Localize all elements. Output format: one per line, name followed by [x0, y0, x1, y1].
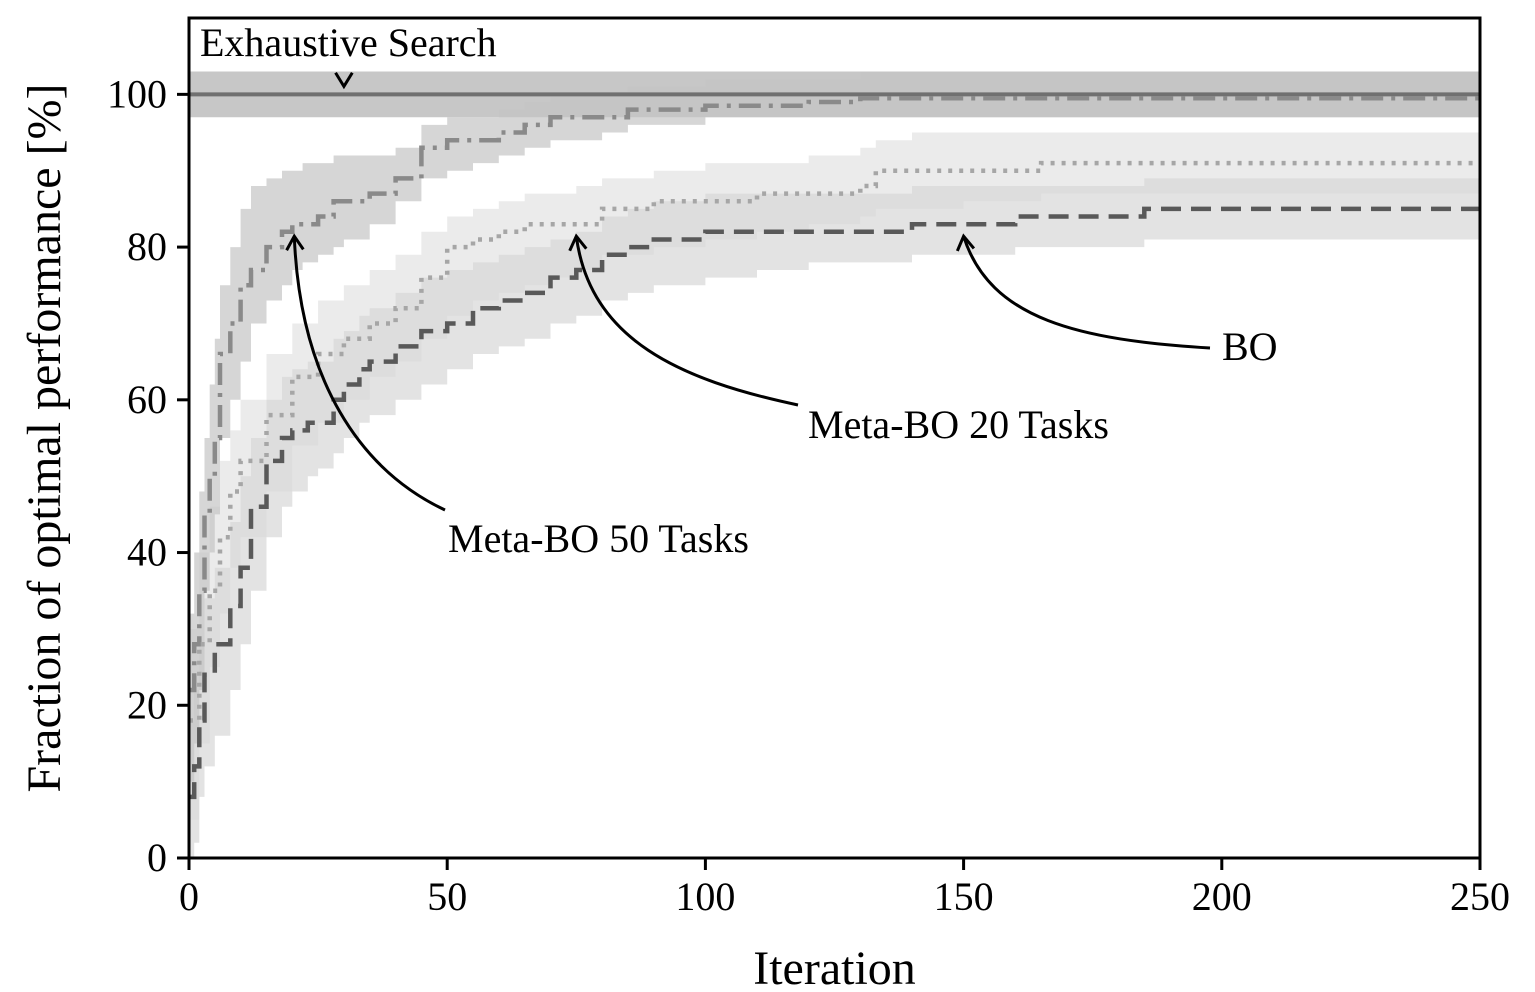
series-lines — [189, 92, 1480, 800]
line-bo — [189, 206, 1480, 800]
annotation-bo: BO — [1222, 324, 1278, 369]
arrow-meta-bo-50-tasks — [292, 236, 446, 512]
x-tick-label: 250 — [1450, 874, 1510, 919]
arrowhead-bo — [955, 233, 976, 252]
arrow-exhaustive-search — [334, 71, 354, 90]
line-meta20 — [189, 160, 1480, 723]
x-tick-label: 0 — [179, 874, 199, 919]
y-tick-label: 60 — [127, 377, 167, 422]
arrow-meta-bo-20-tasks — [574, 235, 799, 407]
x-axis-label: Iteration — [753, 942, 916, 992]
x-axis-ticks: 0 50 100 150 200 250 — [179, 858, 1510, 919]
y-tick-label: 100 — [107, 71, 167, 116]
arrow-bo — [962, 235, 1211, 350]
annotation-meta-bo-50-tasks: Meta-BO 50 Tasks — [448, 516, 749, 561]
y-tick-label: 20 — [127, 682, 167, 727]
x-tick-label: 50 — [427, 874, 467, 919]
confidence-bands — [189, 71, 1480, 858]
y-axis-label: Fraction of optimal performance [%] — [18, 83, 71, 792]
x-tick-label: 100 — [675, 874, 735, 919]
annotation-exhaustive-search: Exhaustive Search — [200, 20, 497, 65]
y-tick-label: 0 — [147, 835, 167, 880]
x-tick-label: 200 — [1192, 874, 1252, 919]
y-axis-ticks: 0 20 40 60 80 100 — [107, 71, 189, 880]
arrowhead-meta-bo-20-tasks — [568, 233, 588, 252]
y-tick-label: 80 — [127, 224, 167, 269]
plot-frame — [187, 16, 1482, 860]
line-meta50 — [189, 95, 1480, 693]
y-tick-label: 40 — [127, 530, 167, 575]
annotation-arrows — [285, 71, 1211, 512]
x-tick-label: 150 — [934, 874, 994, 919]
arrowhead-meta-bo-50-tasks — [285, 233, 305, 251]
annotation-meta-bo-20-tasks: Meta-BO 20 Tasks — [808, 402, 1109, 447]
